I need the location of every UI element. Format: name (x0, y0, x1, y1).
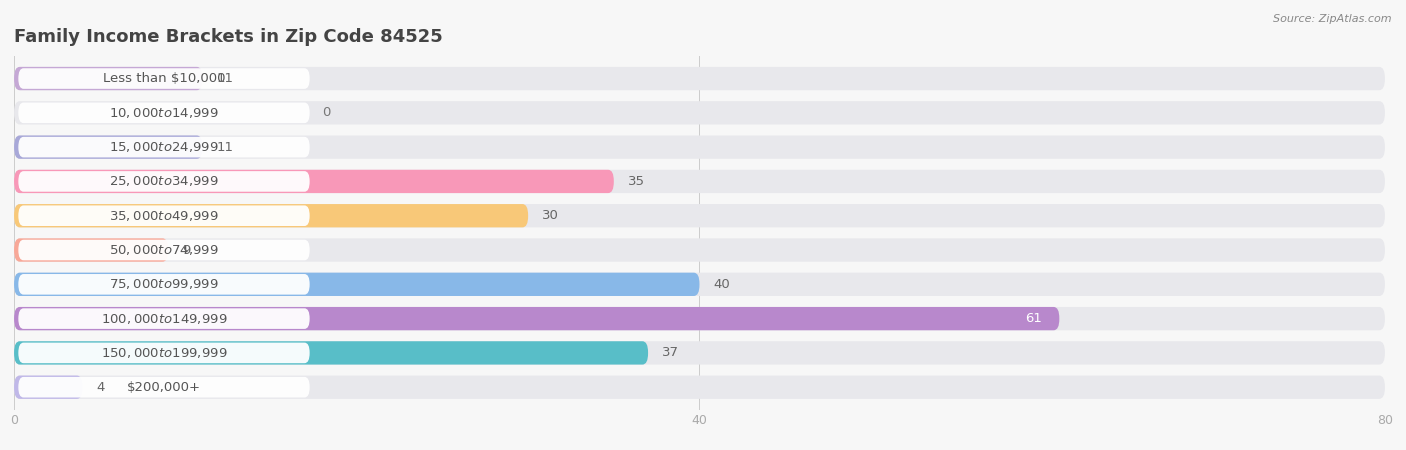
Text: Less than $10,000: Less than $10,000 (103, 72, 225, 85)
Text: Family Income Brackets in Zip Code 84525: Family Income Brackets in Zip Code 84525 (14, 28, 443, 46)
FancyBboxPatch shape (14, 238, 169, 262)
FancyBboxPatch shape (14, 170, 614, 193)
Text: 0: 0 (322, 106, 330, 119)
FancyBboxPatch shape (14, 238, 1385, 262)
Text: $25,000 to $34,999: $25,000 to $34,999 (110, 175, 219, 189)
FancyBboxPatch shape (18, 68, 309, 89)
FancyBboxPatch shape (18, 240, 309, 260)
FancyBboxPatch shape (14, 67, 202, 90)
Text: 4: 4 (96, 381, 104, 394)
FancyBboxPatch shape (14, 204, 1385, 227)
FancyBboxPatch shape (18, 137, 309, 157)
Text: 11: 11 (217, 141, 233, 153)
FancyBboxPatch shape (14, 204, 529, 227)
FancyBboxPatch shape (14, 101, 1385, 125)
FancyBboxPatch shape (18, 274, 309, 295)
FancyBboxPatch shape (14, 341, 648, 365)
Text: $75,000 to $99,999: $75,000 to $99,999 (110, 277, 219, 291)
FancyBboxPatch shape (14, 307, 1059, 330)
FancyBboxPatch shape (18, 171, 309, 192)
FancyBboxPatch shape (14, 376, 1385, 399)
FancyBboxPatch shape (14, 376, 83, 399)
Text: Source: ZipAtlas.com: Source: ZipAtlas.com (1274, 14, 1392, 23)
Text: 40: 40 (713, 278, 730, 291)
FancyBboxPatch shape (18, 308, 309, 329)
FancyBboxPatch shape (14, 273, 1385, 296)
Text: $50,000 to $74,999: $50,000 to $74,999 (110, 243, 219, 257)
FancyBboxPatch shape (18, 377, 309, 397)
FancyBboxPatch shape (14, 341, 1385, 365)
FancyBboxPatch shape (14, 67, 1385, 90)
FancyBboxPatch shape (18, 206, 309, 226)
Text: 37: 37 (662, 346, 679, 360)
Text: $15,000 to $24,999: $15,000 to $24,999 (110, 140, 219, 154)
FancyBboxPatch shape (18, 342, 309, 363)
Text: 9: 9 (181, 243, 190, 256)
Text: 61: 61 (1025, 312, 1042, 325)
FancyBboxPatch shape (14, 273, 700, 296)
FancyBboxPatch shape (14, 135, 1385, 159)
Text: $35,000 to $49,999: $35,000 to $49,999 (110, 209, 219, 223)
Text: 35: 35 (627, 175, 644, 188)
FancyBboxPatch shape (14, 307, 1385, 330)
FancyBboxPatch shape (14, 135, 202, 159)
Text: $200,000+: $200,000+ (127, 381, 201, 394)
Text: $10,000 to $14,999: $10,000 to $14,999 (110, 106, 219, 120)
Text: 11: 11 (217, 72, 233, 85)
Text: $100,000 to $149,999: $100,000 to $149,999 (101, 311, 228, 326)
Text: $150,000 to $199,999: $150,000 to $199,999 (101, 346, 228, 360)
FancyBboxPatch shape (18, 103, 309, 123)
Text: 30: 30 (541, 209, 558, 222)
FancyBboxPatch shape (14, 170, 1385, 193)
